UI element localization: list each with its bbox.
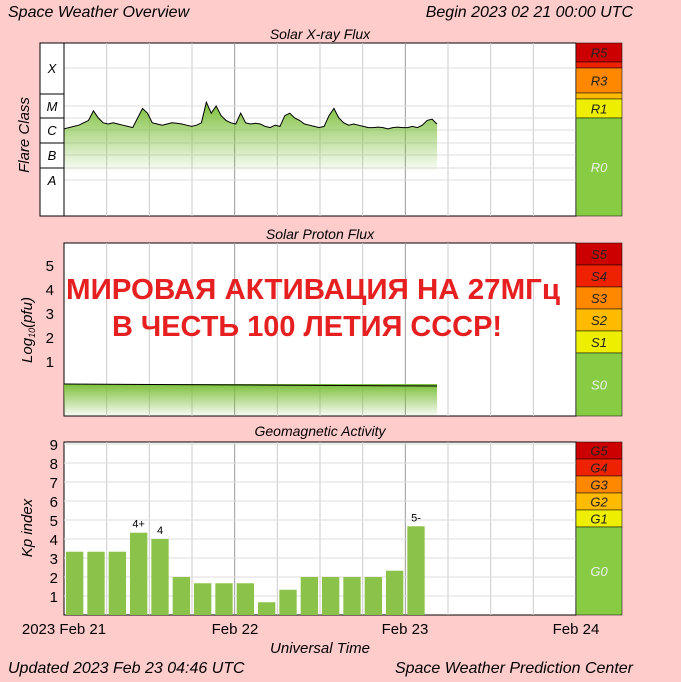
level-label-g2: G2 (590, 495, 608, 510)
flare-class-x: X (47, 61, 58, 76)
kp-bar (407, 526, 425, 615)
axis-ticks: 5 4 3 2 1 9 8 7 6 5 4 3 2 1 (46, 258, 58, 606)
kp-bar (194, 583, 212, 615)
level-label-r5: R5 (591, 46, 608, 61)
level-label-g3: G3 (590, 478, 608, 493)
flare-class-axis (39, 42, 65, 217)
kp-bar (151, 539, 169, 615)
kp-bar (130, 532, 148, 615)
kp-bar-label: 4+ (132, 519, 145, 531)
geomag-title: Geomagnetic Activity (255, 423, 387, 439)
geomag-ylabel: Kp index (19, 498, 36, 557)
kp-bar (66, 551, 84, 615)
proton-tick-5: 5 (46, 258, 54, 275)
xray-series (63, 100, 438, 170)
proton-tick-4: 4 (46, 282, 54, 299)
level-label-s4: S4 (591, 269, 607, 284)
flare-class-a: A (47, 173, 57, 188)
level-label-s1: S1 (591, 335, 607, 350)
xray-line (63, 100, 438, 130)
level-label-s3: S3 (591, 291, 608, 306)
proton-tick-2: 2 (46, 330, 54, 347)
kp-bar-label: 5- (411, 512, 421, 524)
kp-bar (322, 577, 340, 615)
x-tick-feb23: Feb 23 (382, 621, 429, 638)
x-axis-label: Universal Time (270, 640, 370, 657)
kp-bar (279, 589, 297, 615)
level-label-r1: R1 (591, 102, 608, 117)
x-tick-feb22: Feb 22 (212, 621, 259, 638)
kp-tick-2: 2 (50, 570, 58, 587)
proton-tick-1: 1 (46, 354, 54, 371)
level-r3 (575, 67, 623, 94)
flare-class-b: B (48, 148, 57, 163)
xray-ylabel: Flare Class (16, 97, 33, 173)
proton-ylabel-log: Log (19, 337, 36, 363)
level-label-s2: S2 (591, 313, 608, 328)
level-g0 (575, 526, 623, 616)
prediction-center: Space Weather Prediction Center (395, 660, 634, 677)
kp-bar (172, 577, 190, 615)
kp-tick-3: 3 (50, 551, 58, 568)
proton-ylabel: Log10(pfu) (19, 297, 37, 363)
overlay-line-2: В ЧЕСТЬ 100 ЛЕТИЯ СССР! (112, 311, 502, 343)
level- (575, 61, 623, 69)
level-label-g5: G5 (590, 444, 608, 459)
kp-bar (215, 583, 233, 615)
kp-tick-1: 1 (50, 589, 58, 606)
flare-class-m: M (47, 99, 58, 114)
overlay-line-1: МИРОВАЯ АКТИВАЦИЯ НА 27МГц (66, 274, 560, 306)
proton-tick-3: 3 (46, 306, 54, 323)
kp-tick-9: 9 (50, 437, 58, 454)
x-tick-feb24: Feb 24 (553, 621, 600, 638)
level-s0 (575, 352, 623, 417)
level- (575, 92, 623, 100)
proton-fill (64, 384, 437, 416)
proton-line (63, 383, 438, 387)
updated-time: Updated 2023 Feb 23 04:46 UTC (8, 660, 245, 677)
kp-bar (300, 577, 318, 615)
proton-series (63, 383, 438, 416)
level-label-r3: R3 (591, 74, 608, 89)
level-label-s0: S0 (591, 378, 608, 393)
kp-bar (343, 577, 361, 615)
kp-bar (386, 570, 404, 615)
kp-tick-7: 7 (50, 475, 58, 492)
level-label-g4: G4 (590, 461, 607, 476)
proton-ylabel-sub: 10 (27, 328, 37, 338)
kp-bar (236, 583, 254, 615)
begin-time: Begin 2023 02 21 00:00 UTC (426, 4, 634, 21)
scale-levels: R5 R3 R1 R0 S5 S4 S3 S2 S1 S0 G5 G4 G3 G2 G1 G0 (575, 42, 623, 616)
xray-fill (64, 102, 437, 170)
kp-tick-5: 5 (50, 513, 58, 530)
kp-bar (258, 602, 276, 615)
x-tick-feb21: 2023 Feb 21 (22, 621, 106, 638)
xray-title: Solar X-ray Flux (270, 26, 371, 42)
proton-ylabel-unit: (pfu) (19, 297, 36, 328)
kp-bars: 4+ 4 5- (66, 512, 425, 615)
kp-tick-8: 8 (50, 456, 58, 473)
kp-tick-6: 6 (50, 494, 58, 511)
level-label-r0: R0 (591, 160, 608, 175)
kp-tick-4: 4 (50, 532, 58, 549)
level-label-g0: G0 (590, 564, 608, 579)
level-r0 (575, 117, 623, 217)
level-label-s5: S5 (591, 247, 608, 262)
flare-class-c: C (47, 123, 57, 138)
overview-title: Space Weather Overview (8, 4, 191, 21)
proton-title: Solar Proton Flux (266, 226, 375, 242)
kp-bar (364, 577, 382, 615)
kp-bar (87, 551, 105, 615)
level-label-g1: G1 (590, 512, 607, 527)
kp-bar (108, 551, 126, 615)
kp-bar-label: 4 (157, 525, 163, 537)
